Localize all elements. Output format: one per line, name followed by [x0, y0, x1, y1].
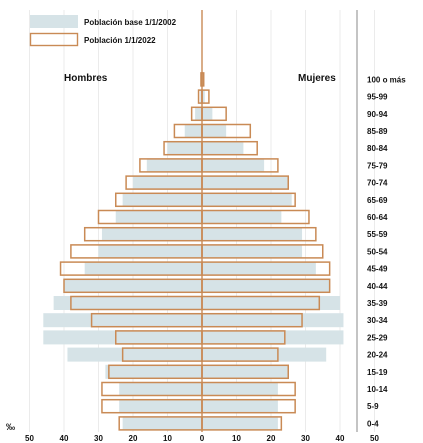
bar-base-mujeres-25-29: [202, 330, 344, 345]
bar-base-mujeres-85-89: [202, 124, 227, 138]
age-label-85-89: 85-89: [367, 127, 388, 136]
age-label-5-9: 5-9: [367, 402, 379, 411]
age-label-10-14: 10-14: [367, 385, 388, 394]
x-tick-label: 40: [60, 434, 69, 443]
x-axis-tick-labels: 50 40 30 20 10 0 10 20 30 40 50: [25, 434, 379, 443]
bar-base-mujeres-5-9: [202, 399, 278, 414]
age-group-labels: 0-4 5-9 10-14 15-19 20-24 25-29 30-34 35-39 40-4…: [367, 75, 406, 428]
bar-base-hombres-5-9: [119, 399, 202, 414]
bar-base-hombres-75-79: [146, 158, 202, 173]
bar-base-mujeres-50-54: [202, 244, 303, 259]
hombres-label: Hombres: [64, 73, 108, 84]
x-tick-label: 50: [25, 434, 34, 443]
bar-base-mujeres-65-69: [202, 192, 292, 207]
x-tick-label: 30: [94, 434, 103, 443]
age-label-70-74: 70-74: [367, 179, 388, 188]
bar-base-hombres-95-99: [200, 89, 202, 104]
bar-base-hombres-85-89: [184, 124, 202, 138]
bar-base-mujeres-40-44: [202, 278, 330, 293]
bar-base-mujeres-10-14: [202, 382, 278, 396]
bar-base-hombres-80-84: [167, 141, 202, 156]
x-tick-label: 0: [200, 434, 205, 443]
legend-label-current: Población 1/1/2022: [84, 36, 156, 45]
bar-base-hombres-15-19: [105, 364, 202, 379]
mujeres-label: Mujeres: [298, 73, 336, 84]
bar-base-mujeres-90-94: [202, 106, 213, 121]
age-label-45-49: 45-49: [367, 265, 388, 274]
age-label-30-34: 30-34: [367, 316, 388, 325]
bar-base-mujeres-75-79: [202, 158, 265, 173]
bar-base-mujeres-45-49: [202, 261, 316, 276]
bar-base-hombres-10-14: [119, 382, 202, 396]
legend-swatch-current: [29, 32, 79, 47]
bar-base-mujeres-55-59: [202, 227, 303, 242]
bar-base-hombres-65-69: [122, 192, 202, 207]
bar-base-mujeres-0-4: [202, 416, 278, 431]
bar-base-mujeres-30-34: [202, 313, 344, 328]
bar-base-hombres-45-49: [84, 261, 202, 276]
age-label-50-54: 50-54: [367, 247, 388, 256]
base-population-bars: [43, 72, 344, 431]
current-population-bars: [59, 72, 331, 431]
age-label-15-19: 15-19: [367, 368, 388, 377]
x-tick-label: 20: [267, 434, 276, 443]
bar-base-hombres-20-24: [67, 347, 202, 362]
age-label-0-4: 0-4: [367, 419, 379, 428]
bar-base-hombres-60-64: [115, 210, 202, 224]
legend-label-base: Población base 1/1/2002: [84, 18, 177, 27]
age-label-55-59: 55-59: [367, 230, 388, 239]
bar-base-mujeres-80-84: [202, 141, 244, 156]
x-tick-label: 50: [370, 434, 379, 443]
age-label-100 o más: 100 o más: [367, 75, 406, 84]
bar-base-mujeres-70-74: [202, 175, 289, 190]
age-label-25-29: 25-29: [367, 333, 388, 342]
bar-base-hombres-70-74: [133, 175, 202, 190]
age-label-80-84: 80-84: [367, 144, 388, 153]
bar-base-mujeres-35-39: [202, 296, 340, 310]
bar-base-hombres-55-59: [101, 227, 202, 242]
bar-base-hombres-40-44: [64, 278, 202, 293]
x-tick-label: 40: [336, 434, 345, 443]
age-label-40-44: 40-44: [367, 282, 388, 291]
age-label-65-69: 65-69: [367, 196, 388, 205]
bar-base-mujeres-20-24: [202, 347, 327, 362]
age-label-95-99: 95-99: [367, 93, 388, 102]
x-axis-unit-label: ‰: [6, 422, 15, 432]
x-tick-label: 10: [163, 434, 172, 443]
age-label-60-64: 60-64: [367, 213, 388, 222]
x-tick-label: 30: [301, 434, 310, 443]
x-tick-label: 10: [232, 434, 241, 443]
age-label-75-79: 75-79: [367, 161, 388, 170]
bar-base-hombres-90-94: [195, 106, 202, 121]
legend-swatch-base: [30, 15, 78, 28]
bar-base-mujeres-95-99: [202, 89, 205, 104]
bar-base-hombres-50-54: [98, 244, 202, 259]
bar-base-mujeres-15-19: [202, 364, 289, 379]
age-label-20-24: 20-24: [367, 351, 388, 360]
bar-base-hombres-30-34: [43, 313, 202, 328]
bar-base-hombres-35-39: [53, 296, 203, 310]
bar-base-hombres-25-29: [43, 330, 202, 345]
x-tick-label: 20: [129, 434, 138, 443]
age-label-35-39: 35-39: [367, 299, 388, 308]
bar-base-mujeres-60-64: [202, 210, 282, 224]
bar-base-hombres-0-4: [122, 416, 202, 431]
age-label-90-94: 90-94: [367, 110, 388, 119]
legend: Población base 1/1/2002 Población 1/1/20…: [29, 15, 177, 47]
